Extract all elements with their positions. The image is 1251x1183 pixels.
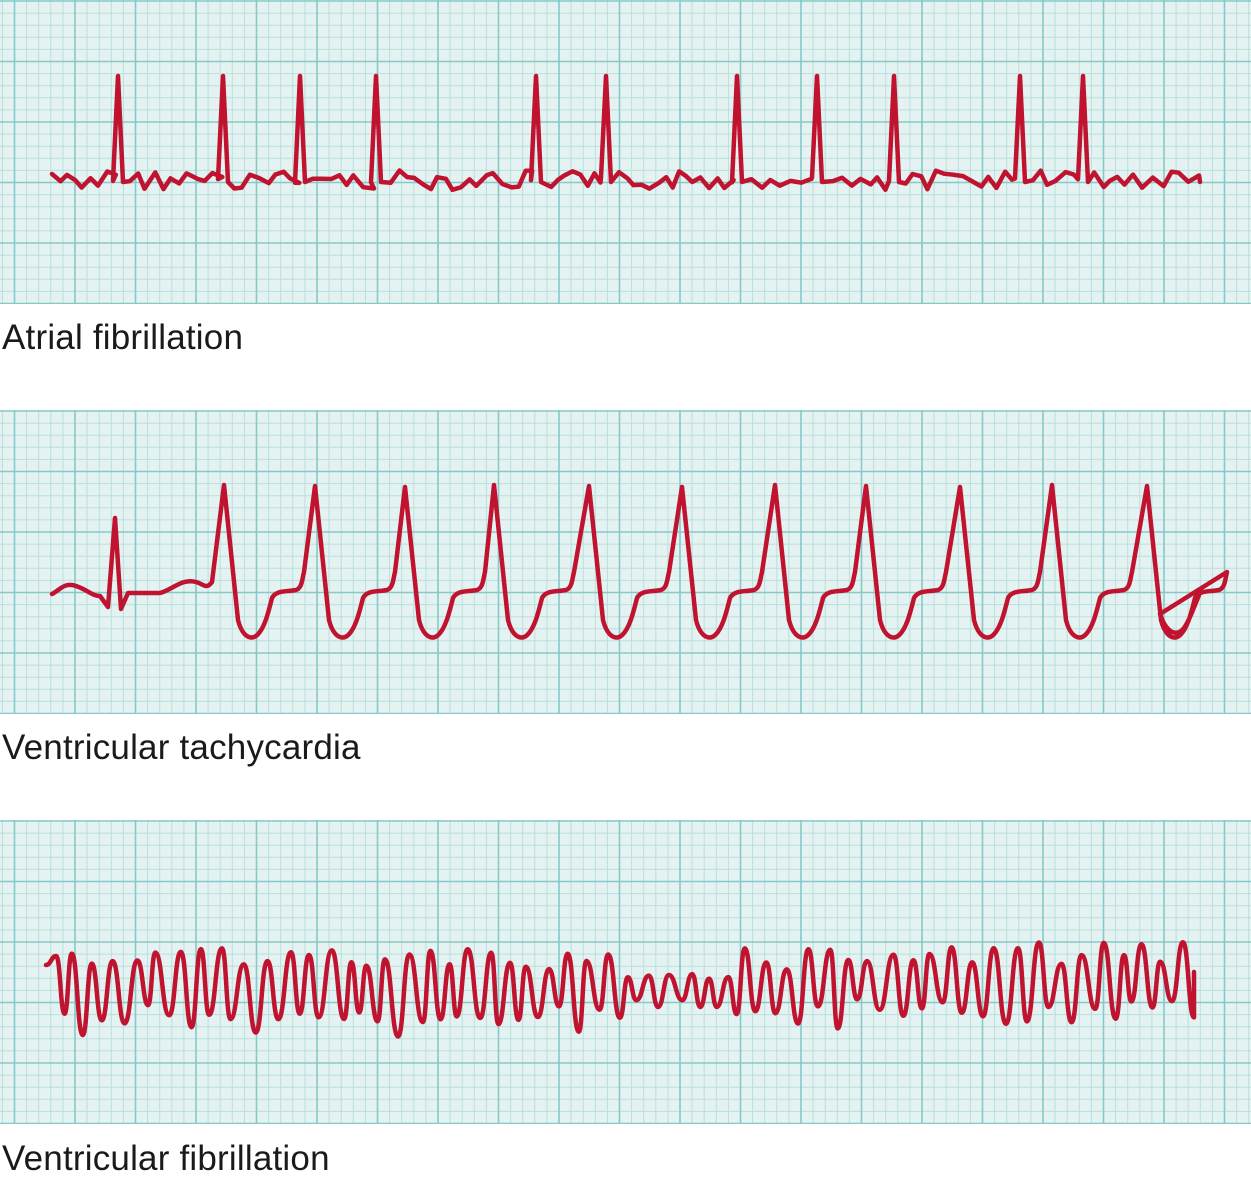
ecg-grid-paper [0,410,1251,714]
ecg-grid-paper [0,0,1251,304]
caption-ventricular-tachycardia: Ventricular tachycardia [2,728,361,767]
ecg-strip-ventricular-tachycardia [0,410,1251,714]
ecg-trace-ventricular-fibrillation [43,939,1197,1039]
ecg-trace-atrial-fibrillation [49,73,1203,193]
caption-ventricular-fibrillation: Ventricular fibrillation [2,1139,330,1178]
ecg-trace-ventricular-tachycardia [49,482,1230,640]
ecg-strip-atrial-fibrillation [0,0,1251,304]
ecg-strip-ventricular-fibrillation [0,820,1251,1124]
caption-atrial-fibrillation: Atrial fibrillation [2,318,244,357]
